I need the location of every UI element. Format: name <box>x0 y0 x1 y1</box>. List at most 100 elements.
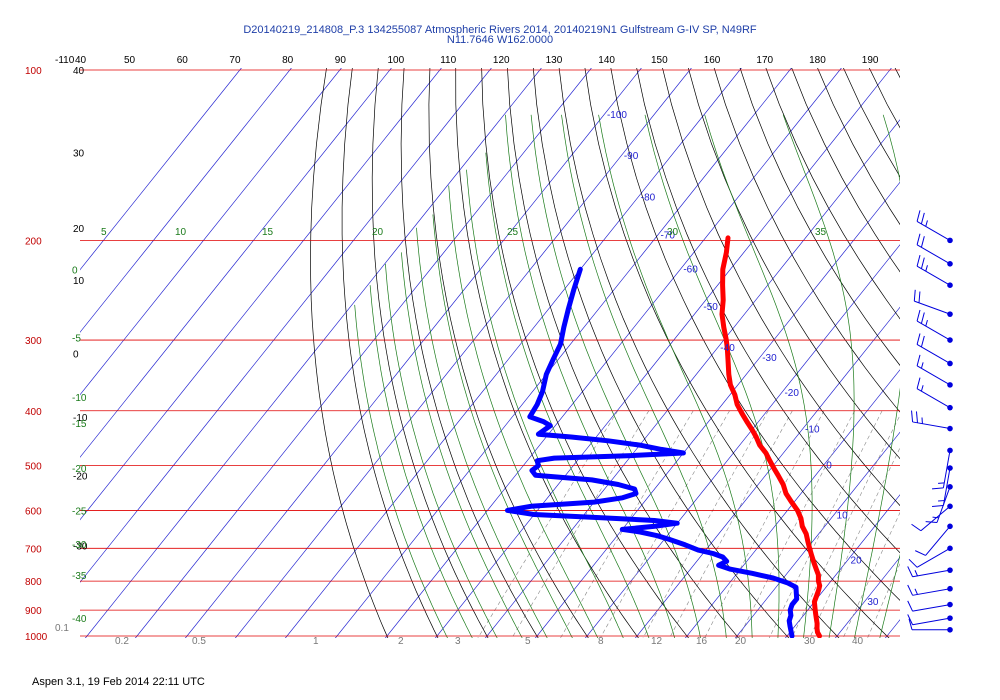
adiabat-label: 15 <box>262 227 274 238</box>
wind-barb-dot <box>947 282 953 288</box>
wind-barb-flag <box>920 312 925 324</box>
height-label: 40 <box>73 66 85 77</box>
isotherm-line <box>684 369 900 638</box>
wind-barb <box>915 523 953 556</box>
isotherm-line <box>434 68 892 638</box>
wind-barb-flag <box>908 558 918 568</box>
height-label: 20 <box>73 224 85 235</box>
isotherm-label: 20 <box>851 555 863 566</box>
isotherm-line <box>84 68 542 638</box>
top-scale-label: 180 <box>809 55 826 66</box>
wind-barb <box>932 447 953 490</box>
pressure-tick-label: 800 <box>25 577 42 588</box>
dry-adiabat-line <box>894 68 900 79</box>
isotherm-line <box>334 68 792 638</box>
dry-adiabat-line <box>765 68 900 320</box>
pressure-tick-label: 700 <box>25 544 42 555</box>
wind-barb-flag <box>918 291 921 303</box>
top-scale-label: 130 <box>546 55 563 66</box>
wind-barb-flag <box>916 210 921 222</box>
wind-barb <box>916 233 953 267</box>
mixing-ratio-line <box>560 410 694 638</box>
moist-adiabat-label: -30 <box>72 540 87 551</box>
mixing-ratio-label: 0.2 <box>115 636 129 647</box>
mixing-ratio-label: 12 <box>651 636 663 647</box>
mixing-ratio-line <box>842 511 900 638</box>
height-label: 10 <box>73 276 85 287</box>
isotherm-line <box>884 619 900 638</box>
isotherm-label: -80 <box>641 193 656 204</box>
dry-adiabat-line <box>455 68 639 638</box>
wind-barb-staff <box>912 588 951 596</box>
adiabat-label: 5 <box>101 227 107 238</box>
top-scale-label: 140 <box>598 55 615 66</box>
top-scale-label: -110 <box>55 55 75 66</box>
dry-adiabat-line <box>584 68 890 638</box>
chart-title-line2: N11.7646 W162.0000 <box>446 34 554 46</box>
isotherm-line <box>80 68 242 271</box>
wind-barb <box>907 566 953 578</box>
wind-barb-staff <box>936 486 951 523</box>
wind-barb-flag <box>911 410 914 422</box>
moist-adiabat-label: -40 <box>72 614 87 625</box>
dry-adiabat-line <box>428 68 589 638</box>
chart-title-line1: D20140219_214808_P.3 134255087 Atmospher… <box>243 24 757 36</box>
moist-adiabat-line <box>879 553 900 638</box>
wind-barb-dot <box>947 382 953 388</box>
pressure-tick-label: 1000 <box>25 632 48 643</box>
mixing-ratio-label: 2 <box>398 636 404 647</box>
wind-barb <box>916 309 953 343</box>
wind-barb-staff <box>916 320 951 341</box>
isotherm-line <box>80 68 342 396</box>
wind-barb <box>913 289 953 317</box>
mixing-ratio-line <box>477 410 618 638</box>
dry-adiabat-line <box>713 68 900 413</box>
isotherm-line <box>80 68 292 333</box>
wind-barb <box>908 545 953 568</box>
wind-barb <box>916 354 953 388</box>
wind-barb-flag <box>915 550 926 556</box>
isotherm-line <box>80 68 442 521</box>
mixing-ratio-line <box>867 562 900 638</box>
adiabat-label: 25 <box>507 227 519 238</box>
wind-barb-flag <box>916 233 921 245</box>
moist-adiabat-line <box>385 263 498 638</box>
wind-barb-flag <box>932 504 944 508</box>
wind-barb <box>911 503 953 532</box>
moist-adiabat-line <box>485 152 650 638</box>
mixing-ratio-line <box>669 410 793 638</box>
wind-barb-flag <box>913 289 916 302</box>
dry-adiabat-line <box>481 68 689 638</box>
mixing-ratio-line <box>642 410 769 638</box>
top-scale-label: 50 <box>124 55 136 66</box>
wind-barb-flag <box>916 377 921 389</box>
mixing-ratio-label: 16 <box>696 636 708 647</box>
height-label: 0 <box>73 350 79 361</box>
moist-adiabat-line <box>416 227 548 638</box>
isotherm-label: -100 <box>607 110 627 121</box>
wind-barb <box>916 210 953 244</box>
top-scale-label: 70 <box>229 55 241 66</box>
wind-barb <box>916 333 953 367</box>
temperature-profile <box>719 235 823 638</box>
moist-adiabat-label: -10 <box>72 393 87 404</box>
dry-adiabat-line <box>941 57 1000 644</box>
isotherm-line <box>584 244 900 638</box>
moist-adiabat-label: -25 <box>72 506 87 517</box>
wind-barb-half-flag <box>914 570 918 577</box>
wind-barb-flag <box>916 333 921 345</box>
height-label: -30 <box>73 542 88 553</box>
pressure-tick-label: 900 <box>25 606 42 617</box>
mixing-ratio-label: 0.1 <box>55 623 69 634</box>
wind-barb-staff <box>916 365 951 386</box>
wind-barb-dot <box>947 337 953 343</box>
wind-barbs <box>907 210 953 633</box>
wind-barb-half-flag <box>925 319 928 327</box>
dry-adiabat-line <box>843 68 900 178</box>
top-scale-label: 120 <box>493 55 510 66</box>
wind-barb-dot <box>947 311 953 317</box>
adiabat-label: 35 <box>815 227 827 238</box>
wind-barb-flag <box>915 411 918 423</box>
mixing-ratio-label: 5 <box>525 636 531 647</box>
